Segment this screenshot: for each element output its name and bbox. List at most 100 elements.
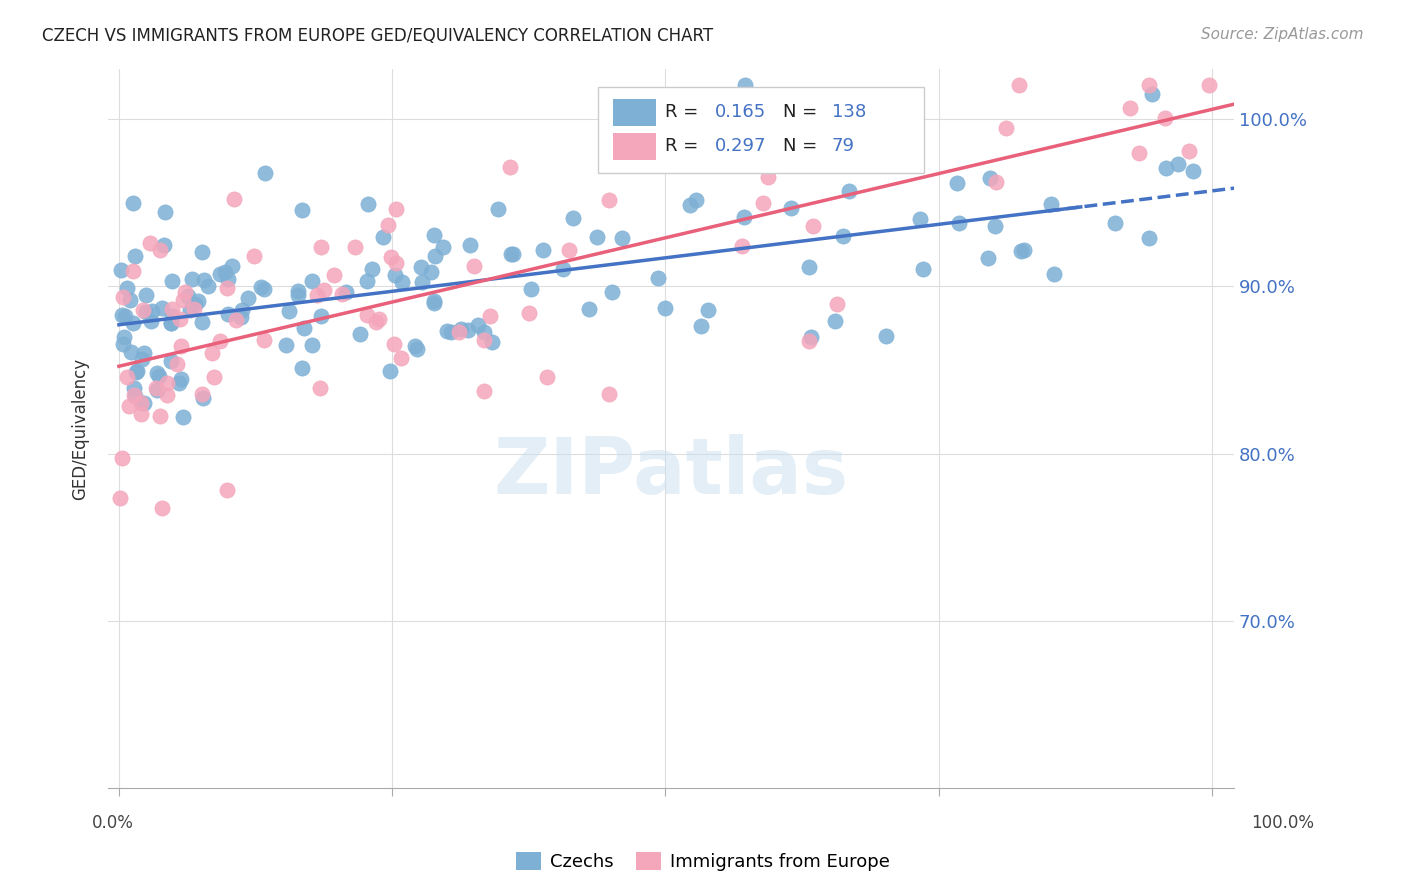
Point [612,130,634,145]
Point [301,338,323,352]
Point [349,327,371,342]
Point [1010,244,1032,258]
Point [696,303,718,318]
Point [838,184,860,198]
Point [1154,161,1177,175]
Point [114,309,136,323]
Point [309,240,332,254]
Point [685,194,707,208]
Point [167,376,190,390]
Point [111,450,134,465]
Point [411,260,433,274]
Point [486,202,509,216]
Point [598,386,620,401]
Point [243,249,266,263]
Point [150,301,173,315]
Point [578,302,600,317]
Point [908,211,931,226]
Point [145,366,167,380]
Point [824,314,846,328]
Point [156,376,179,390]
Point [371,230,394,244]
Point [377,219,399,233]
Point [135,304,157,318]
Point [479,309,502,323]
Point [162,301,184,316]
Point [797,334,820,348]
Point [287,288,309,302]
Point [160,274,183,288]
Point [382,337,405,351]
Point [148,369,170,384]
Legend: Czechs, Immigrants from Europe: Czechs, Immigrants from Europe [509,845,897,879]
Point [156,387,179,401]
Point [253,166,276,180]
Point [225,312,247,326]
Point [121,264,143,278]
Point [1137,231,1160,245]
Point [690,318,713,333]
Point [335,285,357,300]
Point [134,346,156,360]
Text: CZECH VS IMMIGRANTS FROM EUROPE GED/EQUIVALENCY CORRELATION CHART: CZECH VS IMMIGRANTS FROM EUROPE GED/EQUI… [42,27,713,45]
Point [146,383,169,397]
Point [179,303,201,318]
Point [832,229,855,244]
Point [134,396,156,410]
Point [440,325,463,339]
Point [502,247,524,261]
Point [129,395,152,409]
Point [356,308,378,322]
Point [193,273,215,287]
Point [449,325,471,339]
Point [463,259,485,273]
Point [380,250,402,264]
FancyBboxPatch shape [598,87,924,173]
Point [201,346,224,360]
Point [1167,157,1189,171]
Point [946,176,969,190]
Point [292,320,315,334]
Point [756,169,779,184]
Point [191,245,214,260]
Point [276,338,298,352]
Point [366,315,388,329]
Point [135,288,157,302]
Point [984,175,1007,189]
Point [122,381,145,395]
Text: R =: R = [665,137,704,155]
Point [208,268,231,282]
Point [1008,78,1031,93]
Point [602,285,624,299]
Point [305,288,328,302]
Point [217,483,239,497]
Point [121,195,143,210]
Point [309,382,332,396]
Text: 79: 79 [832,137,855,155]
Point [450,321,472,335]
Point [141,304,163,318]
Point [517,306,540,320]
Point [411,275,433,289]
Point [501,247,523,261]
Point [389,351,412,365]
Point [231,303,253,318]
Point [291,361,314,376]
Point [160,316,183,330]
Point [1012,243,1035,257]
Point [751,196,773,211]
Point [531,244,554,258]
Point [253,283,276,297]
Text: N =: N = [783,103,824,121]
Point [1182,164,1205,178]
Point [391,275,413,289]
Point [221,259,243,273]
Text: 0.0%: 0.0% [91,814,134,831]
Point [1142,87,1164,101]
Point [356,274,378,288]
Point [731,238,754,252]
Point [214,265,236,279]
Point [977,251,1000,265]
Point [187,293,209,308]
Point [979,170,1001,185]
